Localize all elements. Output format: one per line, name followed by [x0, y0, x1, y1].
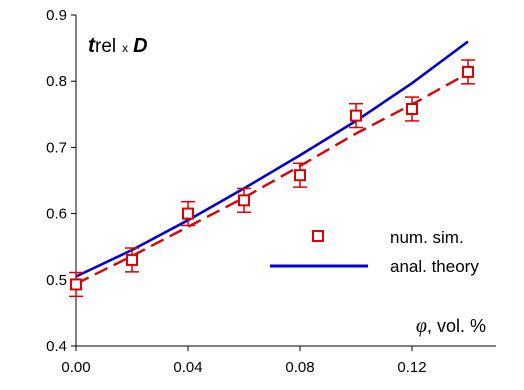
y-tick-label: 0.8	[46, 73, 67, 90]
y-title-sub: rel	[95, 36, 116, 57]
y-tick-label: 0.4	[46, 338, 67, 355]
simulation-point	[69, 271, 83, 298]
y-title-main: t	[88, 34, 96, 57]
simulation-marker	[350, 109, 362, 122]
simulation-marker	[406, 103, 418, 116]
y-tick-label: 0.5	[46, 272, 67, 289]
simulation-fit-line	[75, 72, 469, 285]
y-tick-label: 0.9	[46, 7, 67, 24]
plot-area: 0.4 0.5 0.6 0.7 0.8 0.9 0.00 0.04 0.08 0.12 trel x D…	[46, 7, 496, 376]
simulation-marker	[462, 65, 474, 78]
y-axis-title: trel x D	[88, 34, 148, 57]
legend-label-theory: anal. theory	[390, 257, 479, 276]
simulation-point	[237, 187, 251, 214]
x-tick-label: 0.00	[61, 359, 90, 376]
y-tick-label: 0.6	[46, 206, 67, 223]
y-title-times: x	[122, 41, 128, 55]
simulation-point	[181, 200, 195, 227]
legend: num. sim. anal. theory	[270, 228, 479, 276]
x-tick-label: 0.08	[285, 359, 314, 376]
simulation-point	[125, 247, 139, 273]
legend-label-simulation: num. sim.	[390, 228, 464, 247]
x-title-symbol: φ	[416, 315, 427, 337]
legend-square-marker	[312, 230, 324, 242]
simulation-marker	[70, 278, 82, 291]
simulation-marker	[238, 194, 250, 207]
simulation-marker	[182, 207, 194, 220]
x-tick-label: 0.04	[173, 359, 202, 376]
simulation-point	[349, 102, 363, 129]
y-tick-label: 0.7	[46, 139, 67, 156]
x-axis-title: φ, vol. %	[416, 315, 486, 337]
x-tick-label: 0.12	[397, 359, 426, 376]
simulation-marker	[294, 169, 306, 182]
simulation-point	[293, 162, 307, 188]
x-title-rest: , vol. %	[427, 316, 486, 336]
simulation-marker	[126, 253, 138, 266]
simulation-point	[461, 59, 475, 85]
y-title-factor: D	[133, 35, 147, 57]
theory-line	[75, 40, 469, 278]
simulation-point	[405, 96, 419, 122]
